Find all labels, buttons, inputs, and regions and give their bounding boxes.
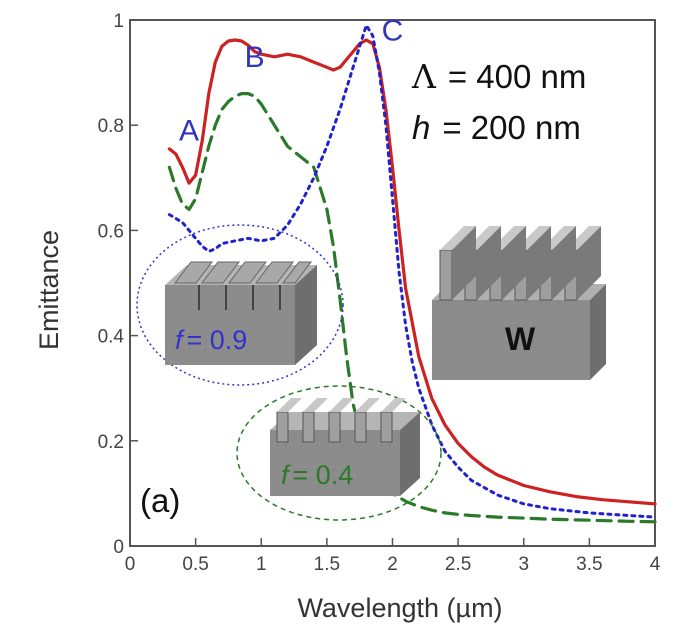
series-layer <box>167 23 657 524</box>
series-line-dotted <box>167 23 657 519</box>
inset-f04-block <box>270 398 420 496</box>
y-tick-label: 0.4 <box>98 327 125 348</box>
tick-layer: 0 0.5 1 1.5 2 2.5 3 3.5 4 0 0.2 0.4 0.6 0.8 1 <box>98 11 661 575</box>
peak-label-a: A <box>179 114 199 147</box>
x-tick-label: 3.5 <box>576 554 602 575</box>
param-h: h = 200 nm <box>412 109 581 146</box>
x-tick-label: 0 <box>125 554 136 575</box>
inset-f04: f = 0.4 <box>236 385 442 521</box>
inset-f09: f = 0.9 <box>136 224 344 386</box>
peak-label-b: B <box>245 41 265 74</box>
inset-f09-label: f = 0.9 <box>175 325 247 355</box>
x-tick-label: 4 <box>650 554 661 575</box>
y-axis-label: Emittance <box>34 230 64 350</box>
inset-f04-label: f = 0.4 <box>281 460 353 490</box>
y-tick-label: 0.6 <box>98 221 124 242</box>
y-tick-label: 1 <box>113 11 124 32</box>
series-line-dashed <box>167 91 657 524</box>
inset-w-label: W <box>505 321 536 357</box>
inset-f09-block <box>165 261 317 365</box>
series-line-solid <box>167 38 657 506</box>
panel-label: (a) <box>140 482 180 519</box>
inset-w: W <box>432 226 606 380</box>
y-tick-label: 0.8 <box>98 116 124 137</box>
peak-label-c: C <box>382 15 404 48</box>
x-tick-label: 2 <box>387 554 398 575</box>
x-tick-label: 2.5 <box>445 554 471 575</box>
x-tick-label: 3 <box>518 554 529 575</box>
inset-f09-ellipse <box>136 224 344 386</box>
x-tick-label: 0.5 <box>182 554 208 575</box>
y-tick-label: 0.2 <box>98 432 124 453</box>
x-tick-label: 1.5 <box>314 554 340 575</box>
inset-f04-ellipse <box>236 385 442 521</box>
y-tick-label: 0 <box>113 537 124 558</box>
param-lambda: Λ = 400 nm <box>411 57 586 96</box>
x-tick-label: 1 <box>256 554 267 575</box>
x-axis-label: Wavelength (µm) <box>297 593 502 623</box>
